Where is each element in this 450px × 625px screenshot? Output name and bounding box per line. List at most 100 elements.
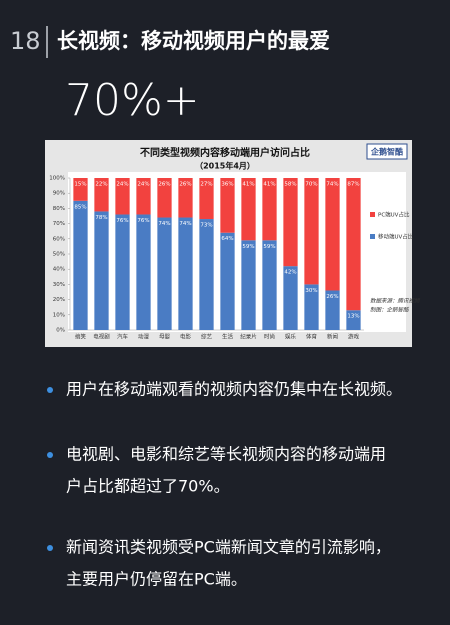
x-tick-label: 搞笑 — [75, 333, 87, 341]
bullet-text: 户占比都超过了70%。 — [66, 477, 230, 496]
value-label: 85% — [74, 204, 86, 210]
bar-segment — [346, 310, 361, 330]
x-tick-label: 动漫 — [138, 333, 150, 341]
chart-title: 不同类型视频内容移动端用户访问占比 — [140, 146, 310, 159]
value-label: 27% — [200, 182, 212, 188]
chart-subtitle: （2015年4月） — [195, 161, 255, 171]
bar-segment — [304, 284, 319, 330]
bullet-text: 新闻资讯类视频受PC端新闻文章的引流影响， — [66, 538, 391, 557]
value-label: 26% — [326, 294, 338, 300]
y-tick-label: 80% — [53, 206, 65, 212]
y-tick-label: 20% — [53, 297, 65, 303]
highlight: 70%+ — [65, 75, 200, 126]
bar-segment — [199, 219, 214, 330]
value-label: 59% — [263, 244, 275, 250]
bar-segment — [241, 240, 256, 330]
x-tick-label: 游戏 — [348, 333, 360, 341]
logo: 企鹅智酷 — [370, 147, 403, 157]
bar-segment — [199, 178, 214, 220]
value-label: 64% — [221, 236, 233, 242]
x-tick-label: 电视剧 — [93, 333, 110, 341]
bar-segment — [325, 178, 340, 291]
bullet-text: 用户在移动端观看的视频内容仍集中在长视频。 — [66, 380, 402, 399]
value-label: 22% — [95, 182, 107, 188]
x-tick-label: 汽车 — [117, 333, 129, 341]
bar-segment — [304, 178, 319, 285]
bar-segment — [94, 178, 109, 212]
value-label: 13% — [347, 314, 359, 320]
value-label: 78% — [95, 215, 107, 221]
bar-segment — [157, 217, 172, 330]
bar-segment — [220, 232, 235, 330]
value-label: 59% — [242, 244, 254, 250]
value-label: 36% — [221, 182, 233, 188]
x-tick-label: 生活 — [222, 333, 234, 341]
value-label: 15% — [74, 182, 86, 188]
x-tick-label: 电影 — [180, 333, 192, 341]
value-label: 41% — [263, 182, 275, 188]
x-tick-label: 综艺 — [201, 333, 213, 341]
bar-segment — [157, 178, 172, 218]
value-label: 58% — [284, 182, 296, 188]
bar-segment — [136, 214, 151, 330]
bar-segment — [178, 217, 193, 330]
x-tick-label: 纪录片 — [240, 333, 257, 341]
bar-segment — [283, 178, 298, 267]
y-tick-label: 90% — [53, 191, 65, 197]
bar-segment — [220, 178, 235, 233]
y-tick-label: 50% — [53, 252, 65, 258]
value-label: 76% — [137, 218, 149, 224]
bar-segment — [115, 214, 130, 330]
value-label: 41% — [242, 182, 254, 188]
legend-swatch — [370, 212, 375, 217]
legend-label: PC端UV占比 — [378, 211, 410, 219]
value-label: 30% — [305, 288, 317, 294]
bullet-text: 主要用户仍停留在PC端。 — [66, 570, 247, 589]
y-tick-label: 30% — [53, 282, 65, 288]
x-tick-label: 体育 — [306, 333, 318, 341]
value-label: 26% — [179, 182, 191, 188]
bar-segment — [178, 178, 193, 218]
x-tick-label: 母婴 — [159, 334, 171, 341]
page-title: 长视频：移动视频用户的最爱 — [57, 29, 330, 53]
bar-segment — [241, 178, 256, 241]
value-label: 74% — [158, 221, 170, 227]
bar-segment — [73, 178, 88, 201]
value-label: 74% — [179, 221, 191, 227]
value-label: 87% — [347, 182, 359, 188]
bullet-dot — [47, 387, 53, 393]
y-tick-label: 10% — [53, 312, 65, 318]
bar-segment — [73, 200, 88, 330]
source: 制图：企鹅智酷 — [370, 307, 410, 314]
bar-segment — [136, 178, 151, 215]
value-label: 24% — [116, 182, 128, 188]
y-tick-label: 0% — [56, 328, 65, 334]
bar-segment — [283, 266, 298, 330]
bullet-dot — [47, 452, 53, 458]
bar-segment — [262, 178, 277, 241]
value-label: 76% — [116, 218, 128, 224]
x-tick-label: 时尚 — [264, 333, 275, 341]
logo-box — [366, 143, 408, 160]
legend-swatch — [370, 234, 375, 239]
x-tick-label: 新闻 — [327, 333, 338, 341]
page-number: 18 — [10, 27, 41, 55]
value-label: 42% — [284, 270, 296, 276]
y-tick-label: 40% — [53, 267, 65, 273]
value-label: 70% — [305, 182, 317, 188]
source: 数据来源：腾讯视频 — [370, 298, 421, 305]
y-tick-label: 70% — [53, 221, 65, 227]
value-label: 26% — [158, 182, 170, 188]
bar-segment — [325, 290, 340, 330]
y-tick-label: 60% — [53, 236, 65, 242]
bar-segment — [262, 240, 277, 330]
bullet-text: 电视剧、电影和综艺等长视频内容的移动端用 — [66, 445, 386, 464]
bar-segment — [94, 211, 109, 330]
y-tick-label: 100% — [49, 176, 65, 182]
value-label: 74% — [326, 182, 338, 188]
value-label: 73% — [200, 223, 212, 229]
bullet-dot — [47, 545, 53, 551]
bar-segment — [346, 178, 361, 311]
x-tick-label: 娱乐 — [285, 333, 297, 341]
